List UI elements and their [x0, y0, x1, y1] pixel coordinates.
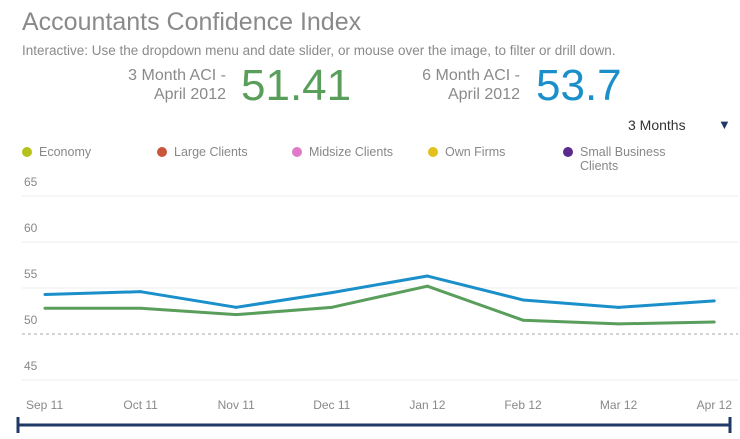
series-line-1: [45, 284, 715, 326]
x-tick-label: Feb 12: [504, 398, 542, 412]
legend-item-midsize-clients[interactable]: Midsize Clients: [292, 145, 402, 159]
y-tick-label: 45: [24, 359, 38, 373]
kpi-6month-label-line2: April 2012: [447, 86, 520, 103]
legend-label: Large Clients: [174, 145, 248, 159]
data-point: [330, 305, 334, 309]
x-tick-label: Jan 12: [409, 398, 445, 412]
page-subtitle: Interactive: Use the dropdown menu and d…: [22, 43, 616, 58]
kpi-3month-label: 3 Month ACI - April 2012: [100, 66, 226, 104]
series-line-0: [44, 274, 715, 309]
legend-item-large-clients[interactable]: Large Clients: [157, 145, 267, 159]
x-tick-label: Mar 12: [600, 398, 638, 412]
data-point: [425, 274, 429, 278]
kpi-3month-label-line1: 3 Month ACI -: [128, 67, 226, 84]
legend-label: Economy: [39, 145, 92, 159]
legend-label: Own Firms: [445, 145, 506, 159]
legend-dot-icon: [428, 147, 438, 157]
y-tick-label: 55: [24, 267, 38, 281]
page-title: Accountants Confidence Index: [22, 8, 362, 36]
data-point: [234, 305, 238, 309]
y-tick-label: 60: [24, 221, 38, 235]
data-point: [521, 298, 525, 302]
data-point: [712, 299, 716, 303]
x-tick-label: Apr 12: [697, 398, 733, 412]
legend-item-economy[interactable]: Economy: [22, 145, 132, 159]
kpi-6month-value: 53.7: [536, 61, 622, 110]
y-tick-label: 50: [24, 313, 38, 327]
legend-label: Midsize Clients: [309, 145, 394, 159]
legend-dot-icon: [563, 147, 573, 157]
legend-dot-icon: [22, 147, 32, 157]
x-tick-label: Nov 11: [218, 398, 255, 412]
kpi-6month-label-line1: 6 Month ACI -: [422, 67, 520, 84]
y-tick-label: 65: [24, 175, 38, 189]
data-point: [617, 322, 621, 326]
x-tick-label: Dec 11: [313, 398, 350, 412]
x-tick-label: Oct 11: [123, 398, 158, 412]
kpi-6month-label: 6 Month ACI - April 2012: [394, 66, 520, 104]
x-tick-label: Sep 11: [26, 398, 63, 412]
data-point: [43, 292, 47, 296]
data-point: [43, 306, 47, 310]
data-point: [712, 320, 716, 324]
period-dropdown[interactable]: 3 Months: [628, 117, 686, 133]
data-point: [234, 313, 238, 317]
data-point: [425, 284, 429, 288]
data-point: [139, 290, 143, 294]
legend-item-small-business-clients[interactable]: Small Business Clients: [563, 145, 703, 173]
kpi-3month-label-line2: April 2012: [153, 86, 226, 103]
legend-dot-icon: [157, 147, 167, 157]
triangle-down-icon[interactable]: ▼: [718, 117, 731, 132]
data-point: [617, 305, 621, 309]
legend-dot-icon: [292, 147, 302, 157]
data-point: [139, 306, 143, 310]
data-point: [521, 318, 525, 322]
data-point: [330, 291, 334, 295]
kpi-3month-value: 51.41: [241, 61, 352, 110]
legend-item-own-firms[interactable]: Own Firms: [428, 145, 538, 159]
legend-label: Small Business Clients: [580, 145, 666, 173]
